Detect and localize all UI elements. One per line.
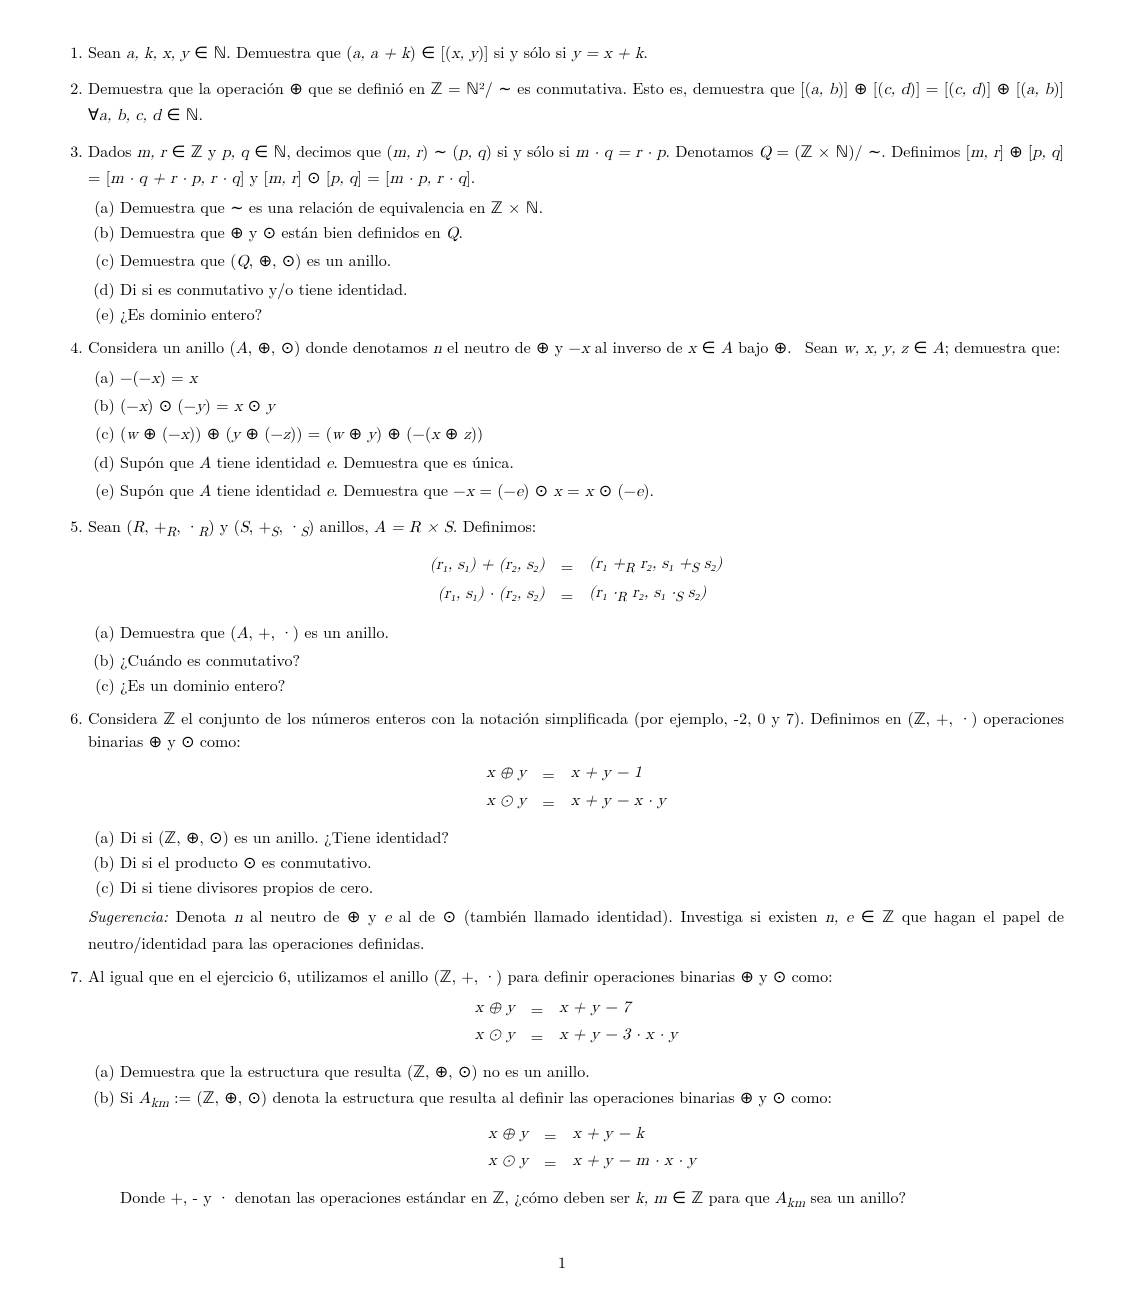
exercise-2: Demuestra que la operación ⊕ que se defi…: [88, 76, 1064, 128]
exercise-6a: Di si (ℤ, ⊕, ⊙) es un anillo. ¿Tiene ide…: [120, 825, 1064, 848]
eq-7b-2-lhs: x ⊙ y: [480, 1148, 536, 1175]
exercise-4d: Supón que A tiene identidad e. Demuestra…: [120, 450, 1064, 476]
exercise-7-equations: x ⊕ y = x + y − 7 x ⊙ y = x + y − 3 · x …: [88, 995, 1064, 1049]
eq-equals: =: [553, 580, 581, 610]
exercise-6b: Di si el producto ⊙ es conmutativo.: [120, 850, 1064, 873]
eq-equals: =: [534, 760, 562, 787]
eq-5-2-rhs: (r₁ ·R r₂, s₁ ·S s₂): [581, 580, 730, 610]
exercise-7a: Demuestra que la estructura que resulta …: [120, 1059, 1064, 1082]
exercise-4b: (−x) ⊙ (−y) = x ⊙ y: [120, 393, 1064, 419]
hint-label: Sugerencia:: [88, 904, 168, 927]
eq-7-2-rhs: x + y − 3 · x · y: [551, 1022, 685, 1049]
exercise-7-subitems: Demuestra que la estructura que resulta …: [88, 1059, 1064, 1214]
eq-equals: =: [536, 1148, 564, 1175]
exercise-5a: Demuestra que (A, +, ·) es un anillo.: [120, 620, 1064, 646]
exercise-4a: −(−x) = x: [120, 365, 1064, 391]
exercise-3a: Demuestra que ∼ es una relación de equiv…: [120, 195, 1064, 218]
exercise-7b-after: Donde +, - y · denotan las operaciones e…: [120, 1185, 1064, 1214]
eq-5-1-rhs: (r₁ +R r₂, s₁ +S s₂): [581, 551, 730, 581]
eq-7b-1-lhs: x ⊕ y: [480, 1121, 536, 1148]
eq-6-1-lhs: x ⊕ y: [478, 760, 534, 787]
exercise-7b: Si Akm := (ℤ, ⊕, ⊙) denota la estructura…: [120, 1085, 1064, 1214]
eq-equals: =: [534, 788, 562, 815]
exercise-3: Dados m, r ∈ ℤ y p, q ∈ ℕ, decimos que (…: [88, 139, 1064, 325]
exercise-7: Al igual que en el ejercicio 6, utilizam…: [88, 964, 1064, 1214]
page-number: 1: [60, 1250, 1064, 1273]
eq-equals: =: [553, 551, 581, 581]
exercise-4e: Supón que A tiene identidad e. Demuestra…: [120, 478, 1064, 504]
exercise-6-subitems: Di si (ℤ, ⊕, ⊙) es un anillo. ¿Tiene ide…: [88, 825, 1064, 899]
eq-6-1-rhs: x + y − 1: [563, 760, 674, 787]
hint-text: Denota n al neutro de ⊕ y e al de ⊙ (tam…: [88, 904, 1064, 953]
eq-6-2-rhs: x + y − x · y: [563, 788, 674, 815]
exercise-3c: Demuestra que (Q, ⊕, ⊙) es un anillo.: [120, 248, 1064, 274]
exercise-list: Sean a, k, x, y ∈ ℕ. Demuestra que (a, a…: [60, 40, 1064, 1214]
eq-5-2-lhs: (r₁, s₁) · (r₂, s₂): [422, 580, 553, 610]
eq-7-1-rhs: x + y − 7: [551, 995, 685, 1022]
exercise-6-hint: Sugerencia: Denota n al neutro de ⊕ y e …: [88, 904, 1064, 953]
exercise-6-equations: x ⊕ y = x + y − 1 x ⊙ y = x + y − x · y: [88, 760, 1064, 814]
exercise-4c: (w ⊕ (−x)) ⊕ (y ⊕ (−z)) = (w ⊕ y) ⊕ (−(x…: [120, 421, 1064, 447]
exercise-6c: Di si tiene divisores propios de cero.: [120, 875, 1064, 898]
exercise-4: Considera un anillo (A, ⊕, ⊙) donde deno…: [88, 335, 1064, 504]
exercise-5-subitems: Demuestra que (A, +, ·) es un anillo. ¿C…: [88, 620, 1064, 697]
exercise-3e: ¿Es dominio entero?: [120, 302, 1064, 325]
eq-7b-1-rhs: x + y − k: [565, 1121, 704, 1148]
exercise-5b: ¿Cuándo es conmutativo?: [120, 648, 1064, 671]
eq-equals: =: [536, 1121, 564, 1148]
exercise-3d: Di si es conmutativo y/o tiene identidad…: [120, 277, 1064, 300]
exercise-5c: ¿Es un dominio entero?: [120, 673, 1064, 696]
exercise-6: Considera ℤ el conjunto de los números e…: [88, 706, 1064, 954]
exercise-3b: Demuestra que ⊕ y ⊙ están bien definidos…: [120, 220, 1064, 246]
exercise-7b-equations: x ⊕ y = x + y − k x ⊙ y = x + y − m · x …: [120, 1121, 1064, 1175]
eq-equals: =: [523, 1022, 551, 1049]
eq-equals: =: [523, 995, 551, 1022]
eq-7-2-lhs: x ⊙ y: [467, 1022, 523, 1049]
eq-7-1-lhs: x ⊕ y: [467, 995, 523, 1022]
exercise-3-subitems: Demuestra que ∼ es una relación de equiv…: [88, 195, 1064, 325]
eq-5-1-lhs: (r₁, s₁) + (r₂, s₂): [422, 551, 553, 581]
eq-7b-2-rhs: x + y − m · x · y: [565, 1148, 704, 1175]
exercise-1: Sean a, k, x, y ∈ ℕ. Demuestra que (a, a…: [88, 40, 1064, 66]
exercise-5-equations: (r₁, s₁) + (r₂, s₂) = (r₁ +R r₂, s₁ +S s…: [88, 551, 1064, 610]
eq-6-2-lhs: x ⊙ y: [478, 788, 534, 815]
exercise-4-subitems: −(−x) = x (−x) ⊙ (−y) = x ⊙ y (w ⊕ (−x))…: [88, 365, 1064, 504]
exercise-5: Sean (R, +R, ·R) y (S, +S, ·S) anillos, …: [88, 514, 1064, 696]
